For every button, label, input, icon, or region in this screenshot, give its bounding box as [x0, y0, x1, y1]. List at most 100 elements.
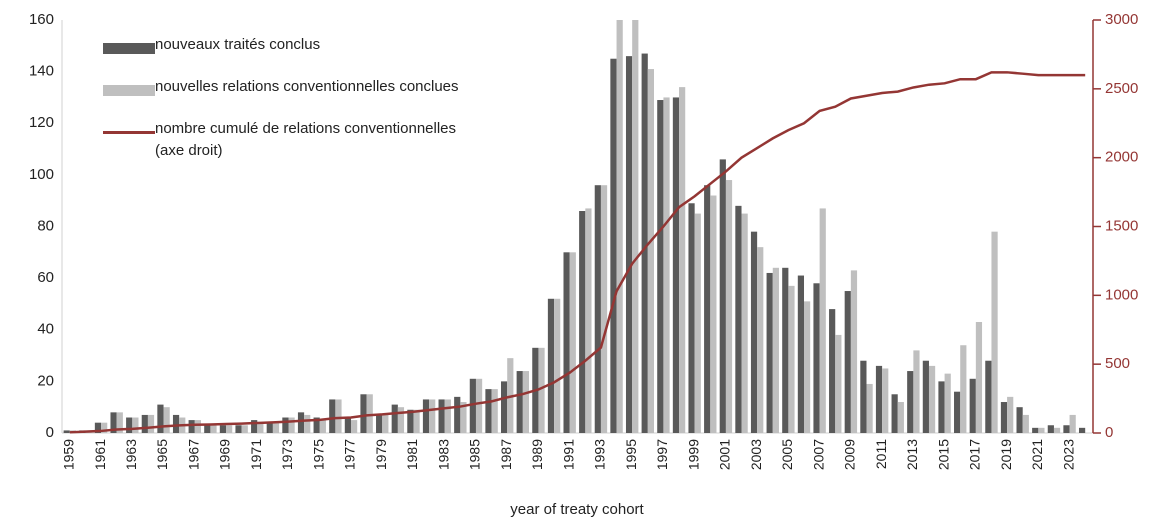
legend: nouveaux traités conclus nouvelles relati…	[103, 36, 483, 186]
bar	[672, 97, 680, 433]
x-tick-label: 1967	[185, 439, 201, 470]
bar	[319, 420, 326, 433]
x-tick-label: 2005	[779, 439, 795, 470]
bar	[516, 371, 523, 433]
bar	[632, 20, 639, 433]
x-tick-label: 2021	[1029, 439, 1045, 470]
bar	[382, 414, 389, 433]
bar	[579, 211, 586, 433]
bar	[226, 425, 233, 433]
bar	[757, 247, 764, 433]
bar	[710, 195, 717, 433]
x-tick-label: 2009	[842, 439, 858, 470]
legend-swatch	[103, 131, 155, 134]
x-tick-label: 2019	[998, 439, 1014, 470]
bar	[376, 414, 383, 433]
bar	[444, 399, 451, 433]
x-tick-label: 1961	[92, 439, 108, 470]
bar	[460, 402, 467, 433]
bar	[491, 389, 498, 433]
bar	[1038, 427, 1045, 433]
legend-swatch	[103, 85, 155, 96]
bar	[663, 97, 670, 433]
bar	[110, 412, 117, 433]
bar	[741, 213, 748, 433]
y-tick-label: 120	[29, 114, 54, 131]
x-tick-label: 2003	[748, 439, 764, 470]
bar	[913, 350, 920, 433]
bar	[788, 285, 795, 433]
bar	[257, 422, 264, 433]
bar	[397, 407, 405, 433]
x-tick-label: 1999	[685, 439, 701, 470]
x-tick-label: 1987	[498, 439, 514, 470]
y-tick-label: 20	[37, 372, 54, 389]
bar	[969, 378, 976, 433]
bar	[126, 417, 133, 433]
bar	[735, 205, 742, 433]
bar	[132, 417, 139, 433]
bar	[616, 20, 623, 433]
bar	[569, 252, 576, 433]
x-tick-label: 1989	[529, 439, 545, 470]
x-tick-label: 1991	[560, 439, 576, 470]
x-tick-label: 1985	[467, 439, 483, 470]
bar	[288, 417, 295, 433]
bar	[1022, 414, 1029, 433]
bar	[1032, 427, 1039, 433]
bar	[850, 270, 858, 433]
bar	[679, 87, 686, 433]
bar	[694, 213, 701, 433]
bar	[641, 53, 648, 433]
x-tick-label: 2023	[1060, 439, 1076, 470]
x-tick-label: 1993	[592, 439, 608, 470]
bar	[944, 373, 951, 433]
bar	[1053, 427, 1061, 433]
x-tick-label: 2007	[810, 439, 826, 470]
bar	[538, 347, 545, 433]
legend-item: nouvelles relations conventionnelles con…	[103, 78, 483, 98]
x-tick-label: 1997	[654, 439, 670, 470]
bar	[485, 389, 492, 433]
bar	[297, 412, 305, 433]
bar	[960, 345, 967, 433]
bar	[272, 422, 280, 433]
bar	[704, 185, 711, 433]
bar	[63, 430, 70, 433]
bar	[766, 272, 773, 433]
bar	[304, 414, 311, 433]
bar	[429, 399, 436, 433]
legend-item: nouveaux traités conclus	[103, 36, 483, 56]
x-tick-label: 1963	[123, 439, 139, 470]
bar	[454, 396, 461, 433]
bars	[63, 20, 1086, 433]
bar	[907, 371, 914, 433]
bar	[157, 404, 164, 433]
bar	[1016, 407, 1023, 433]
bar	[782, 267, 789, 433]
bar	[554, 298, 561, 433]
x-tick-label: 1969	[217, 439, 233, 470]
x-tick-label: 1995	[623, 439, 639, 470]
y2-tick-label: 2000	[1105, 149, 1138, 166]
x-tick-label: 1975	[310, 439, 326, 470]
y-tick-label: 160	[29, 11, 54, 28]
bar	[266, 422, 273, 433]
bar	[469, 378, 476, 433]
bar	[991, 231, 998, 433]
bar	[938, 381, 945, 433]
bar	[897, 402, 904, 433]
bar	[797, 275, 805, 433]
y2-tick-label: 1000	[1105, 286, 1138, 303]
bar	[866, 383, 873, 433]
bar	[772, 267, 779, 433]
x-tick-label: 2017	[967, 439, 983, 470]
bar	[1063, 425, 1070, 433]
x-tick-label: 2013	[904, 439, 920, 470]
bar	[750, 231, 758, 433]
bar	[647, 69, 654, 433]
bar	[172, 414, 180, 433]
x-tick-label: 2011	[873, 439, 889, 469]
